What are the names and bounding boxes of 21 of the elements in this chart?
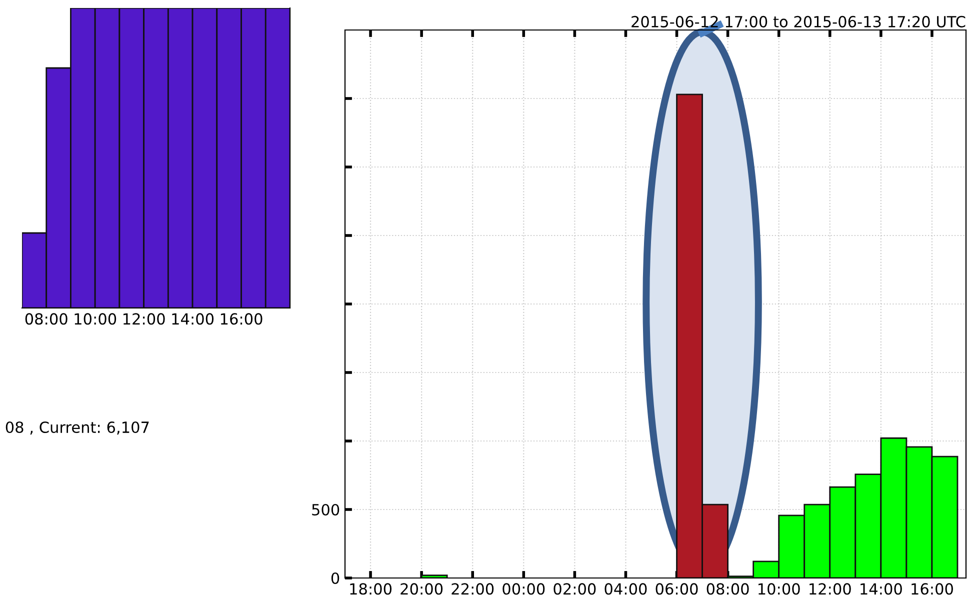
x-tick-label: 14:00 <box>172 313 214 325</box>
x-tick-label: 16:00 <box>220 313 262 325</box>
x-tick-label: 08:00 <box>25 313 68 325</box>
x-tick-label: 10:00 <box>74 313 116 325</box>
x-tick-label: 22:00 <box>452 583 494 595</box>
x-tick-label: 18:00 <box>350 583 392 595</box>
x-tick-label: 02:00 <box>554 583 596 595</box>
text: 08 , Current: 6,107 <box>6 421 149 435</box>
chart-title: 2015-06-12 17:00 to 2015-06-13 17:20 UTC <box>632 16 966 28</box>
x-tick-label: 10:00 <box>758 583 800 595</box>
x-tick-label: 12:00 <box>123 313 165 325</box>
x-tick-label: 16:00 <box>912 583 953 595</box>
x-tick-label: 08:00 <box>706 583 749 595</box>
y-tick-label: 0 <box>331 572 340 584</box>
x-tick-label: 20:00 <box>400 583 443 595</box>
x-tick-label: 14:00 <box>860 583 902 595</box>
y-tick-label: 500 <box>312 504 340 516</box>
x-tick-label: 06:00 <box>656 583 698 595</box>
x-tick-label: 00:00 <box>502 583 545 595</box>
x-tick-label: 04:00 <box>604 583 647 595</box>
x-tick-label: 12:00 <box>810 583 851 595</box>
